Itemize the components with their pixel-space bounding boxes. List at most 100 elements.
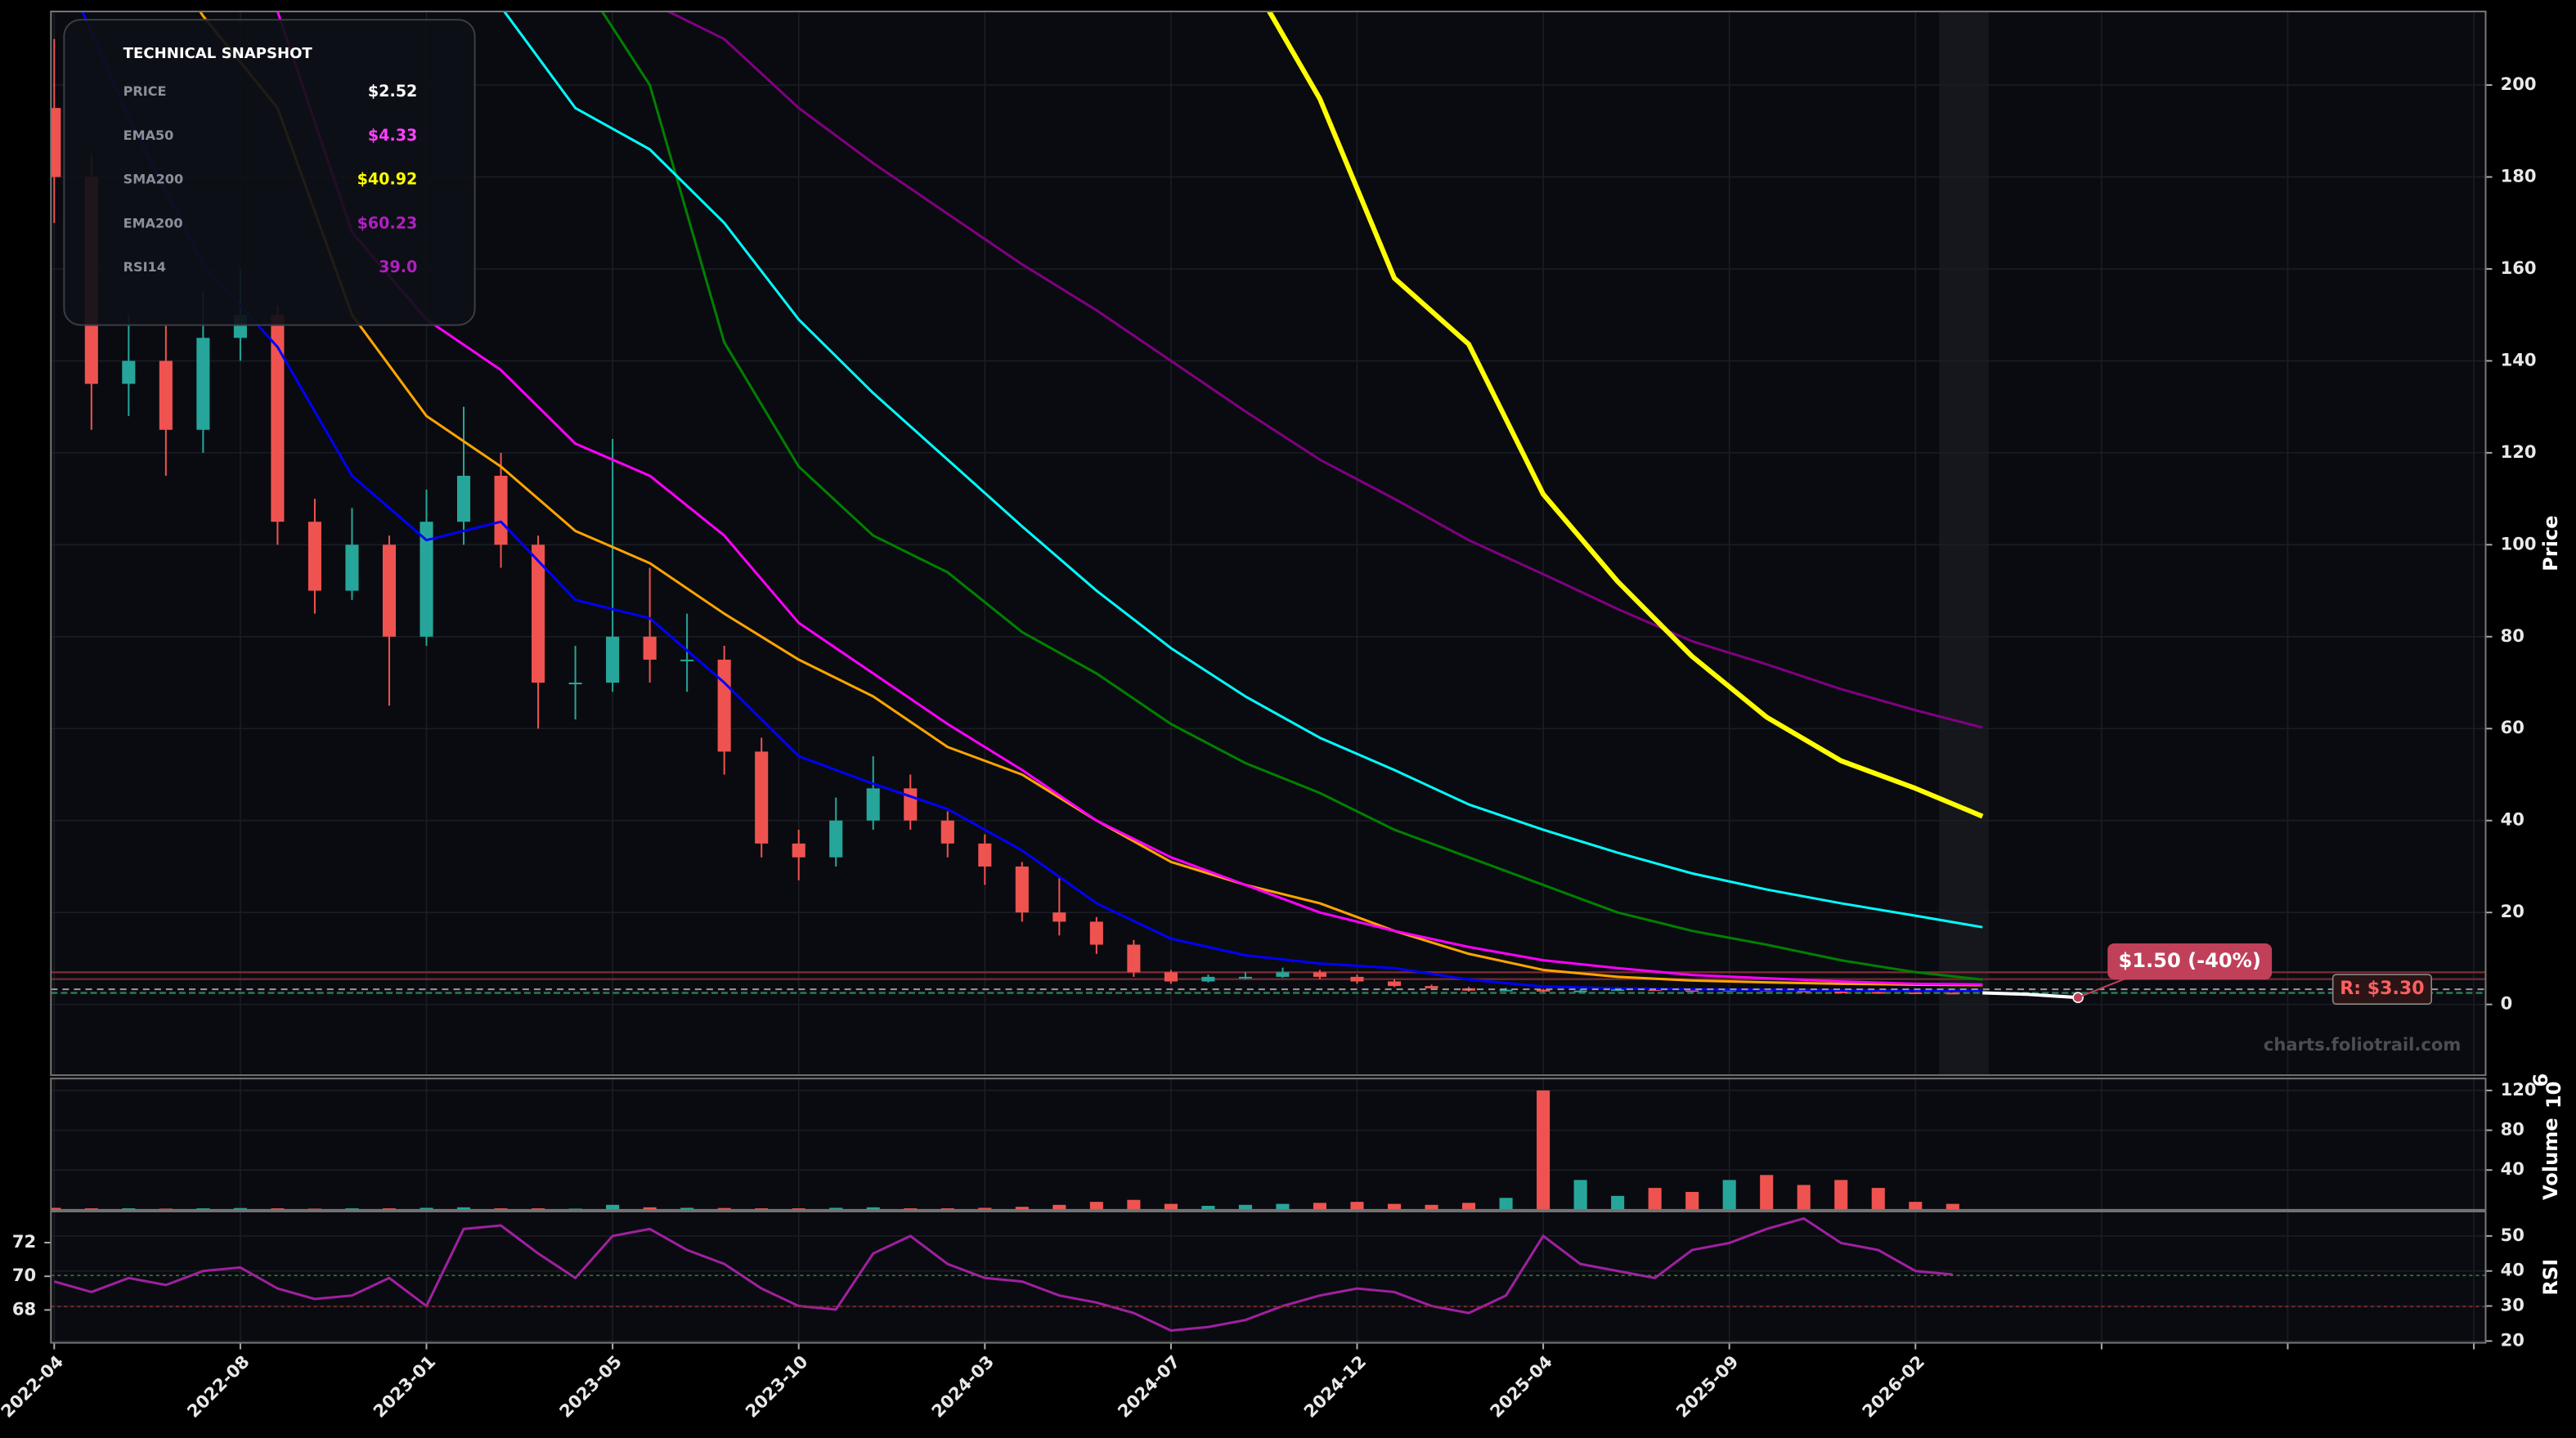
volume-bar [606, 1204, 620, 1210]
projection-label-box [2107, 943, 2273, 980]
price-frame [50, 11, 2487, 1077]
volume-bar [1611, 1195, 1625, 1210]
volume-bar [1313, 1203, 1327, 1210]
y-tick-label: 72 [12, 1231, 36, 1252]
candle-body [1797, 990, 1811, 992]
volume-bar [420, 1207, 433, 1210]
candle-body [643, 636, 657, 660]
volume-panel [51, 1078, 2486, 1210]
candle-body [532, 544, 545, 683]
candle-body [382, 544, 397, 637]
y-tick-label: 0 [2501, 993, 2513, 1014]
volume-bar [643, 1207, 657, 1210]
volume-bar [1089, 1202, 1103, 1210]
volume-bar [978, 1207, 992, 1210]
candle-body [456, 475, 471, 522]
snapshot-value: $4.33 [368, 127, 417, 145]
y-tick-label: 40 [2501, 809, 2524, 830]
snapshot-value: $60.23 [357, 214, 418, 232]
volume-bar [1499, 1198, 1513, 1210]
y-axis-label: Volume [2539, 1118, 2562, 1200]
volume-bar [1797, 1185, 1811, 1210]
candle-body [1871, 992, 1885, 994]
snapshot-label: EMA200 [123, 215, 183, 231]
y-tick-label: 120 [2501, 1079, 2537, 1100]
volume-bar [1871, 1188, 1885, 1210]
candle-body [271, 315, 285, 522]
candle-body [1201, 976, 1215, 982]
candle-body [680, 659, 694, 661]
y-tick-label: 80 [2501, 1119, 2524, 1140]
projection-line [1982, 991, 2079, 1000]
volume-bar [1722, 1180, 1736, 1210]
candle-body [606, 636, 620, 683]
rsi-frame [50, 1210, 2487, 1344]
y-tick-label: 80 [2501, 625, 2524, 646]
candle-body [1537, 989, 1551, 992]
volume-bar [1760, 1175, 1774, 1210]
candle-body [420, 522, 433, 637]
candle-body [1052, 912, 1066, 922]
volume-frame [50, 1077, 2487, 1211]
candle-body [904, 788, 918, 821]
candle-body [1089, 921, 1103, 945]
volume-bar [1387, 1203, 1402, 1210]
snapshot-background [63, 19, 476, 326]
y-tick-label: 120 [2501, 441, 2537, 462]
candle-body [978, 843, 992, 867]
candle-body [1685, 990, 1699, 992]
moving-average-line [198, 11, 1983, 987]
y-tick-label: 40 [2501, 1260, 2524, 1280]
candle-body [1313, 972, 1327, 977]
candle-body [122, 361, 136, 384]
y-tick-label: 180 [2501, 165, 2537, 186]
snapshot-label: RSI14 [123, 259, 166, 275]
candle-body [1387, 981, 1402, 987]
candle-body [1276, 972, 1290, 977]
moving-average-line [502, 11, 1983, 929]
rsi-plot [53, 1216, 1953, 1333]
volume-bar [1945, 1203, 1959, 1210]
volume-bar [1425, 1204, 1438, 1210]
resistance-label: R: $3.30 [2340, 978, 2424, 999]
candle-body [1238, 976, 1252, 979]
volume-bar [1015, 1207, 1029, 1210]
projection-target [2072, 992, 2084, 1004]
candle-body [1945, 992, 1959, 995]
y-tick-label: 20 [2501, 901, 2524, 921]
moving-average-line [1266, 11, 1984, 819]
candle-body [345, 544, 359, 591]
y-tick-label: 160 [2501, 258, 2537, 278]
volume-bar [233, 1207, 247, 1210]
offset-text-exponent: 6 [2529, 1073, 2552, 1087]
candle-body [829, 820, 843, 858]
volume-bar [1201, 1206, 1215, 1210]
y-axis-label: Price [2539, 515, 2562, 571]
snapshot-value: 39.0 [379, 258, 417, 276]
volume-bar [717, 1207, 731, 1210]
candle-body [1834, 991, 1848, 993]
volume-plot [51, 1090, 1959, 1210]
candle-body [866, 788, 880, 821]
offset-text-base: 10 [2542, 1082, 2565, 1109]
candle-body [568, 683, 582, 685]
snapshot-label: PRICE [123, 83, 167, 99]
y-tick-label: 40 [2501, 1158, 2524, 1179]
y-tick-label: 50 [2501, 1225, 2524, 1245]
volume-bar [1052, 1204, 1066, 1210]
projection-label: $1.50 (-40%) [2119, 949, 2261, 972]
candle-body [494, 475, 508, 545]
candle-body [1909, 992, 1923, 995]
candle-body [196, 338, 210, 430]
volume-bar [51, 1207, 61, 1210]
candle-body [755, 751, 769, 844]
candle-body [51, 108, 61, 177]
y-tick-label: 68 [12, 1298, 36, 1319]
volume-bar [1685, 1191, 1699, 1210]
candle-body [717, 659, 731, 752]
y-tick-label: 140 [2501, 349, 2537, 370]
volume-bar [829, 1207, 843, 1210]
candle-body [1127, 944, 1141, 973]
